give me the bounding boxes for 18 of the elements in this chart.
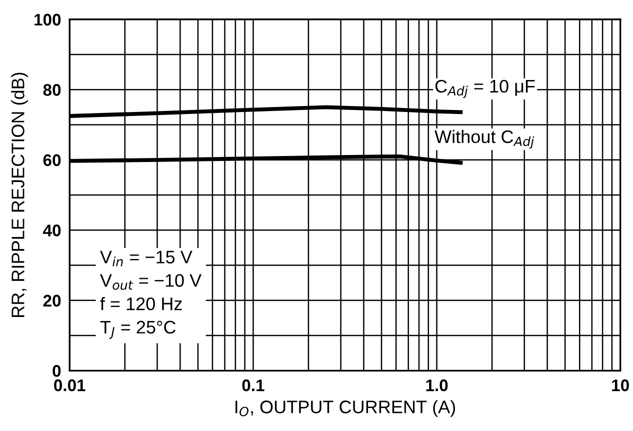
- y-tick-label: 0: [52, 365, 61, 377]
- y-axis-title: RR, RIPPLE REJECTION (dB): [11, 72, 28, 317]
- annotation: V$_{in}$ = −15 V: [100, 250, 192, 266]
- y-tick-label: 20: [43, 294, 61, 307]
- y-tick-label: 60: [43, 154, 61, 166]
- y-tick-label: 100: [34, 14, 61, 26]
- x-tick-label: 1.0: [426, 379, 448, 392]
- series-label: C$_{Adj}$ = 10 μF: [435, 80, 535, 98]
- y-tick-label: 40: [43, 224, 61, 236]
- annotation: f = 120 Hz: [100, 297, 182, 310]
- x-tick-label: 10: [612, 379, 629, 392]
- y-tick-label: 80: [43, 84, 61, 96]
- x-tick-label: 0.01: [54, 379, 86, 392]
- series-label: Without C$_{Adj}$: [434, 130, 534, 149]
- annotation: V$_{out}$ = −10 V: [100, 274, 202, 290]
- x-axis-title: I$_{O}$, OUTPUT CURRENT (A): [236, 400, 455, 417]
- annotation: T$_{J}$ = 25°C: [100, 320, 176, 339]
- x-tick-label: 0.1: [242, 379, 264, 392]
